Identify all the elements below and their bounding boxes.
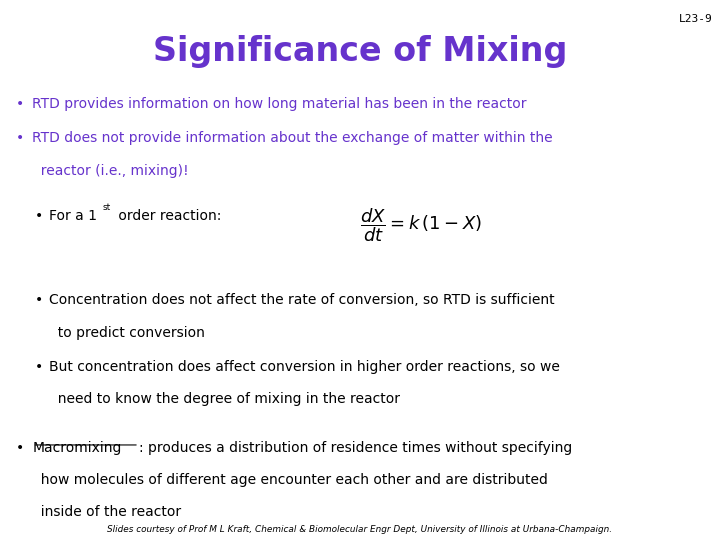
Text: Macromixing: Macromixing (32, 441, 122, 455)
Text: Concentration does not affect the rate of conversion, so RTD is sufficient: Concentration does not affect the rate o… (49, 293, 554, 307)
Text: L23-9: L23-9 (679, 14, 713, 24)
Text: •: • (35, 209, 42, 223)
Text: For a 1: For a 1 (49, 209, 97, 223)
Text: to predict conversion: to predict conversion (49, 326, 204, 340)
Text: Slides courtesy of Prof M L Kraft, Chemical & Biomolecular Engr Dept, University: Slides courtesy of Prof M L Kraft, Chemi… (107, 524, 613, 534)
Text: Significance of Mixing: Significance of Mixing (153, 35, 567, 68)
Text: inside of the reactor: inside of the reactor (32, 505, 181, 519)
Text: RTD provides information on how long material has been in the reactor: RTD provides information on how long mat… (32, 97, 527, 111)
Text: •: • (35, 360, 42, 374)
Text: •: • (16, 441, 24, 455)
Text: st: st (102, 203, 110, 212)
Text: •: • (16, 131, 24, 145)
Text: order reaction:: order reaction: (114, 209, 221, 223)
Text: •: • (35, 293, 42, 307)
Text: RTD does not provide information about the exchange of matter within the: RTD does not provide information about t… (32, 131, 553, 145)
Text: •: • (16, 97, 24, 111)
Text: need to know the degree of mixing in the reactor: need to know the degree of mixing in the… (49, 392, 400, 406)
Text: reactor (i.e., mixing)!: reactor (i.e., mixing)! (32, 164, 189, 178)
Text: how molecules of different age encounter each other and are distributed: how molecules of different age encounter… (32, 473, 548, 487)
Text: $\dfrac{dX}{dt} = k\,(1 - X)$: $\dfrac{dX}{dt} = k\,(1 - X)$ (360, 206, 482, 244)
Text: : produces a distribution of residence times without specifying: : produces a distribution of residence t… (139, 441, 572, 455)
Text: But concentration does affect conversion in higher order reactions, so we: But concentration does affect conversion… (49, 360, 560, 374)
